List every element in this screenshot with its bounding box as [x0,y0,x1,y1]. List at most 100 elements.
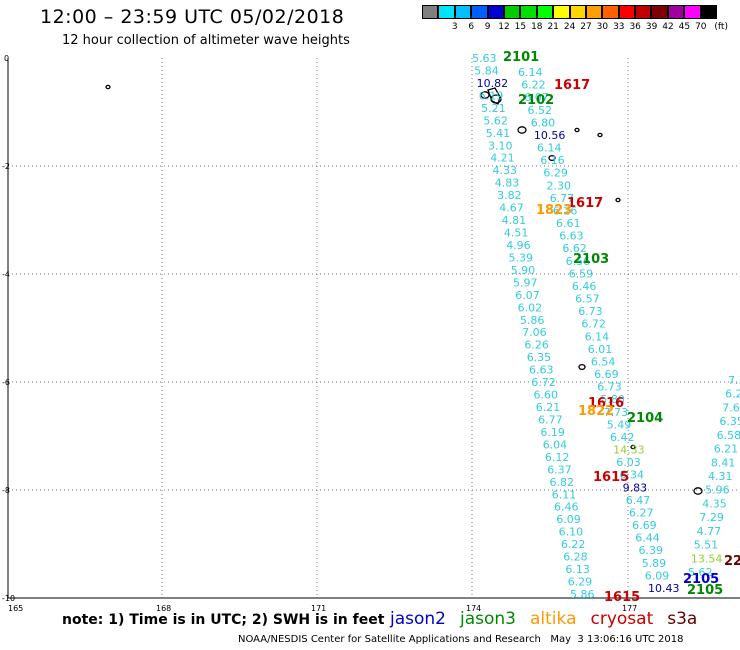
map-subtitle: 12 hour collection of altimeter wave hei… [62,33,350,48]
island-outline [574,127,580,133]
wave-height-value: 6.10 [559,526,584,539]
wave-height-value: 6.63 [529,364,554,377]
legend-tick-label: 30 [596,22,609,32]
legend-swatch [487,5,504,19]
island-outline [487,87,501,105]
x-tick-label: 168 [156,604,171,613]
wave-height-value: 4.67 [499,202,524,215]
legend-unit: (ft) [714,22,728,32]
wave-height-value: 6.72 [581,318,606,331]
satellite-legend-item: altika [530,609,577,629]
wave-height-value: 5.21 [481,102,506,115]
wave-height-value: 5.49 [607,418,632,431]
wave-height-value: 4.31 [708,470,733,483]
wave-height-value: 6.44 [635,532,660,545]
pass-label: 1823 [536,203,572,218]
wave-height-value: 6.69 [594,368,619,381]
island-outlines [105,84,703,495]
island-outline [597,132,603,138]
legend-swatch [553,5,570,19]
wave-height-value: 6.14 [585,330,610,343]
wave-height-value: 6.42 [610,431,635,444]
wave-height-value: 6.73 [578,305,603,318]
wave-height-value: 5.96 [705,484,730,497]
wave-height-value: 6.57 [575,293,600,306]
satellite-legend-item: s3a [667,609,698,629]
legend-swatch [618,5,636,19]
satellite-legend-item: cryosat [590,609,654,629]
pass-label: 1616 [588,396,624,411]
wave-height-value: 6.21 [536,401,561,414]
legend-swatch [422,5,439,19]
wave-height-value: 5.89 [642,557,667,570]
wave-height-value: 5.90 [511,264,536,277]
wave-height-value: 6.12 [545,451,570,464]
wave-height-value: 6.22 [521,79,546,92]
wave-height-value: 6.69 [632,519,657,532]
wave-height-value: 6.03 [616,456,641,469]
satellite-legend: jason2 jason3 altika cryosat s3a [390,609,711,629]
map-title: 12:00 – 23:59 UTC 05/02/2018 [40,6,345,28]
wave-height-value: 6.46 [554,501,579,514]
legend-swatch [569,5,586,19]
wave-height-value: 6.61 [556,217,581,230]
wave-height-value: 10.56 [534,129,566,142]
wave-height-value: 4.21 [490,152,515,165]
wave-height-value: 6.16 [540,154,565,167]
wave-height-value: 7.06 [522,326,547,339]
wave-height-value: 6.19 [540,426,565,439]
pass-label: 1615 [593,470,629,485]
wave-height-value: 4.77 [697,525,722,538]
wave-height-value: 6.77 [538,414,563,427]
y-tick-label: -4 [2,270,10,279]
wave-height-value: 7.6 [722,401,740,414]
wave-height-value: 6.29 [568,576,593,589]
legend-swatch [700,5,718,19]
legend-swatch [454,5,472,19]
pass-label: 2102 [518,93,554,108]
wave-height-value: 6.29 [543,167,568,180]
wave-height-value: 4.35 [702,497,727,510]
wave-height-value: 6.14 [518,66,543,79]
island-outline [615,197,621,203]
legend-swatch [684,5,701,19]
wave-height-value: 6.62 [562,242,587,255]
wave-height-value: 6.14 [537,142,562,155]
legend-swatch [536,5,554,19]
wave-height-value: 4.33 [493,164,518,177]
wave-height-value: 5.84 [474,65,499,78]
wave-height-value: 4.51 [504,227,529,240]
legend-tick-labels: 3 6 9 12 15 18 21 24 27 30 33 36 39 42 45 70 (ft) [422,22,740,36]
wave-height-value: 6.13 [565,563,590,576]
island-outline [105,84,111,90]
y-tick-label: -8 [2,486,10,495]
legend-swatch [602,5,619,19]
legend-tick-label: 18 [531,22,543,32]
wave-height-value: 6.09 [645,569,670,582]
wave-height-value: 6.26 [553,204,578,217]
legend-tick-label: 12 [498,22,510,32]
wave-height-value: 6.22 [561,538,586,551]
legend-tick-label: 15 [514,22,527,32]
pass-label: 22 [724,554,740,569]
legend-tick-label: 27 [580,22,592,32]
wave-height-value: 6.34 [620,469,645,482]
y-tick-label: -6 [2,378,10,387]
legend-tick-label: 45 [678,22,691,32]
wave-height-value: 6.39 [639,544,664,557]
wave-height-value: 6.2 [725,388,740,401]
legend-swatch [667,5,685,19]
y-tick-label: 0 [4,54,9,63]
pass-label: 1617 [567,196,603,211]
wave-height-value: 6.09 [556,513,581,526]
satellite-legend-item: jason3 [460,609,516,629]
wave-height-value: 6.59 [569,267,594,280]
pass-label: 1822 [578,404,614,419]
wave-height-value: 4.96 [506,239,531,252]
island-outline [480,91,490,99]
wave-height-value: 6.37 [547,463,572,476]
wave-height-value: 6.11 [552,488,577,501]
wave-height-value: 10.82 [477,77,509,90]
map-axes: 165 168 171 174 177 0 -2 -4 -6 -8 -10 [2,54,740,613]
legend-swatch [520,5,537,19]
